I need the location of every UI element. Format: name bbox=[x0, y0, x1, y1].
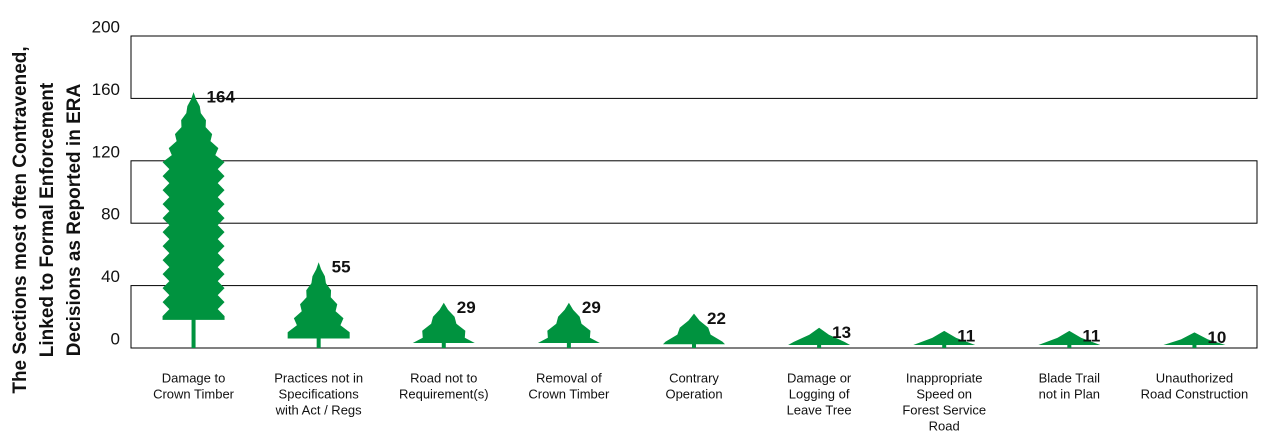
y-tick-label: 0 bbox=[111, 329, 120, 348]
y-axis-title-line: The Sections most often Contravened, bbox=[10, 46, 31, 393]
x-tick-label: Crown Timber bbox=[528, 386, 610, 401]
value-label: 13 bbox=[832, 323, 851, 342]
y-axis-title-line: Decisions as Reported in ERA bbox=[64, 84, 85, 357]
tree bbox=[537, 302, 600, 348]
x-tick-label: Crown Timber bbox=[153, 386, 235, 401]
x-tick-label: Inappropriate bbox=[906, 370, 983, 385]
x-tick-label: Damage to bbox=[162, 370, 226, 385]
y-axis-title: The Sections most often Contravened, Link… bbox=[10, 46, 85, 393]
x-tick-label: Leave Tree bbox=[787, 402, 852, 417]
x-tick-label: Practices not in bbox=[274, 370, 363, 385]
y-tick-label: 200 bbox=[92, 17, 120, 36]
x-tick-label: Road Construction bbox=[1141, 386, 1249, 401]
y-axis-title-line: Linked to Formal Enforcement bbox=[37, 82, 58, 357]
tree bbox=[287, 262, 350, 348]
tree bbox=[412, 302, 475, 348]
x-tick-label: Forest Service bbox=[902, 402, 986, 417]
tree bbox=[788, 327, 851, 348]
tree bbox=[162, 92, 225, 348]
x-tick-label: Speed on bbox=[916, 386, 972, 401]
x-tick-label: Logging of bbox=[789, 386, 850, 401]
x-tick-label: Blade Trail bbox=[1039, 370, 1101, 385]
y-tick-label: 160 bbox=[92, 80, 120, 99]
x-tick-label: Road bbox=[929, 418, 960, 433]
x-tick-label: Damage or bbox=[787, 370, 852, 385]
x-tick-label: Road not to bbox=[410, 370, 477, 385]
value-label: 10 bbox=[1207, 328, 1226, 347]
x-tick-label: Contrary bbox=[669, 370, 719, 385]
y-tick-label: 40 bbox=[101, 267, 120, 286]
x-tick-label: Requirement(s) bbox=[399, 386, 489, 401]
x-tick-label: Removal of bbox=[536, 370, 602, 385]
x-tick-label: with Act / Regs bbox=[275, 402, 362, 417]
value-label: 29 bbox=[582, 298, 601, 317]
tree bbox=[1038, 330, 1101, 348]
y-tick-label: 80 bbox=[101, 205, 120, 224]
y-tick-label: 120 bbox=[92, 142, 120, 161]
grid-band bbox=[130, 35, 1258, 99]
x-tick-label: not in Plan bbox=[1039, 386, 1100, 401]
value-label: 11 bbox=[1082, 326, 1100, 345]
value-label: 55 bbox=[332, 258, 351, 277]
tree bbox=[663, 313, 725, 348]
value-label: 11 bbox=[957, 326, 975, 345]
tree bbox=[913, 330, 976, 348]
grid-band bbox=[130, 160, 1258, 224]
value-label: 29 bbox=[457, 298, 476, 317]
x-tick-label: Operation bbox=[665, 386, 722, 401]
x-tick-label: Specifications bbox=[279, 386, 360, 401]
value-label: 22 bbox=[707, 309, 726, 328]
x-tick-label: Unauthorized bbox=[1156, 370, 1233, 385]
value-label: 164 bbox=[207, 88, 236, 107]
tree bbox=[1163, 332, 1226, 348]
